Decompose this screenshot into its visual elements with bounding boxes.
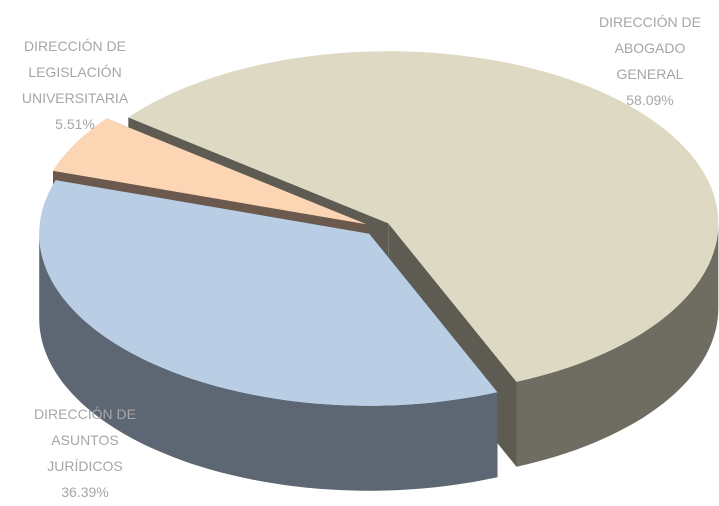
- category-label: DIRECCIÓN DE ABOGADO GENERAL: [599, 14, 701, 82]
- value-label: 5.51%: [55, 116, 95, 132]
- data-label: DIRECCIÓN DE LEGISLACIÓN UNIVERSITARIA 5.…: [5, 33, 145, 137]
- slice: [39, 180, 498, 406]
- slice: [53, 118, 367, 225]
- category-label: DIRECCIÓN DE LEGISLACIÓN UNIVERSITARIA: [21, 38, 129, 106]
- category-label: DIRECCIÓN DE ASUNTOS JURÍDICOS: [34, 406, 136, 474]
- value-label: 58.09%: [626, 92, 674, 108]
- data-label: DIRECCIÓN DE ASUNTOS JURÍDICOS 36.39%: [20, 401, 150, 505]
- slice-side: [39, 233, 498, 491]
- slice-side: [516, 223, 719, 467]
- data-label: DIRECCIÓN DE ABOGADO GENERAL 58.09%: [585, 9, 715, 113]
- value-label: 36.39%: [61, 484, 109, 500]
- slice: [128, 51, 719, 382]
